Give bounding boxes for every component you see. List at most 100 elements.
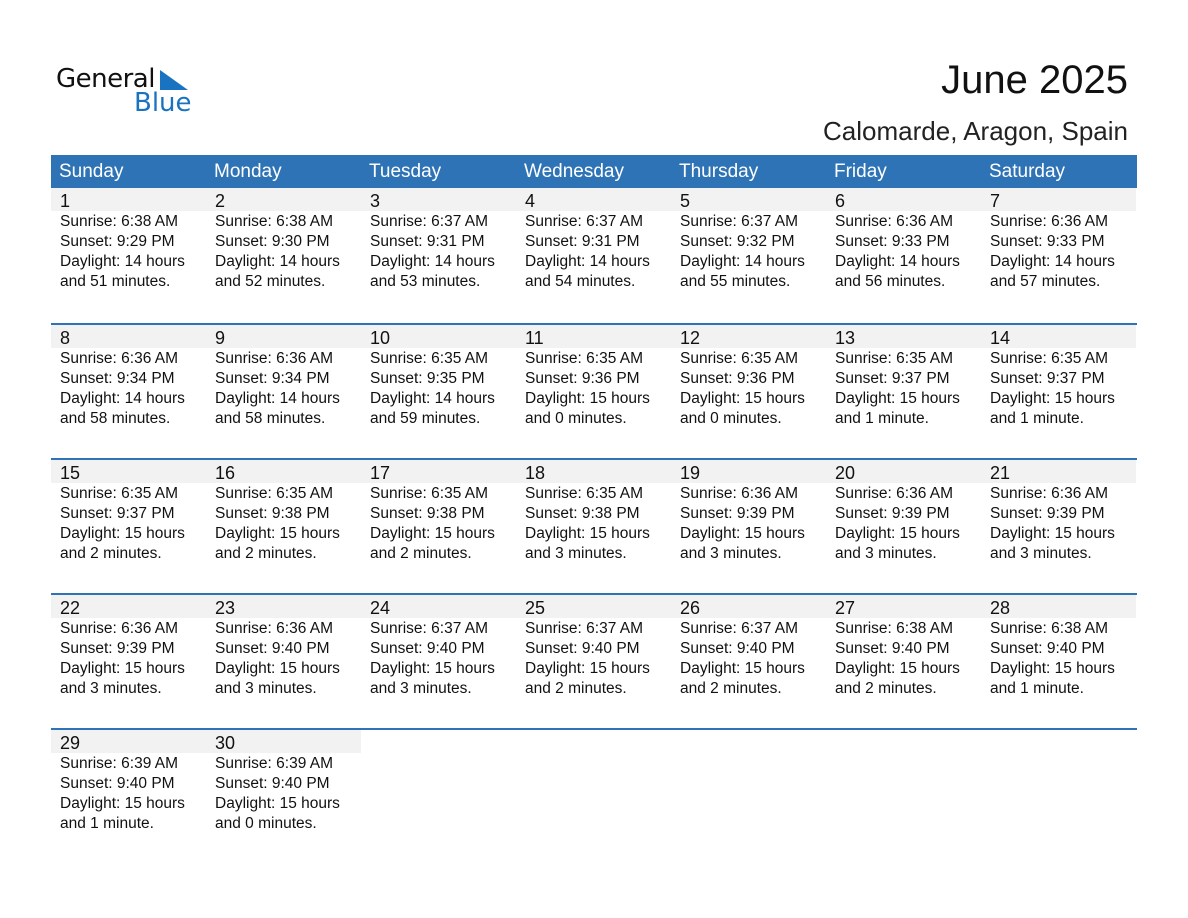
day-cell: 12 Sunrise: 6:35 AM Sunset: 9:36 PM Dayligh… [671, 325, 826, 458]
sunset-text: Sunset: 9:30 PM [215, 233, 330, 250]
minutes-text: and 2 minutes. [215, 545, 317, 562]
day-cell: 18 Sunrise: 6:35 AM Sunset: 9:38 PM Dayligh… [516, 460, 671, 593]
minutes-text: and 0 minutes. [525, 410, 627, 427]
minutes-text: and 2 minutes. [60, 545, 162, 562]
daylight-text: Daylight: 15 hours [680, 660, 805, 677]
sunrise-text: Sunrise: 6:36 AM [215, 620, 334, 637]
day-details: Sunrise: 6:38 AM Sunset: 9:30 PM Daylight:… [206, 211, 361, 292]
daylight-text: Daylight: 15 hours [525, 660, 650, 677]
weekday-monday: Monday [214, 161, 282, 182]
day-details: Sunrise: 6:37 AM Sunset: 9:32 PM Daylight:… [671, 211, 826, 292]
day-cell: 23 Sunrise: 6:36 AM Sunset: 9:40 PM Dayligh… [206, 595, 361, 728]
minutes-text: and 1 minute. [835, 410, 929, 427]
weekday-saturday: Saturday [989, 161, 1066, 182]
day-cell: 24 Sunrise: 6:37 AM Sunset: 9:40 PM Dayligh… [361, 595, 516, 728]
minutes-text: and 1 minute. [990, 410, 1084, 427]
day-number: 12 [671, 325, 826, 348]
day-details: Sunrise: 6:38 AM Sunset: 9:40 PM Daylight:… [826, 618, 981, 699]
day-number: 5 [671, 188, 826, 211]
daylight-text: Daylight: 14 hours [835, 253, 960, 270]
day-number: 29 [51, 730, 206, 753]
minutes-text: and 3 minutes. [60, 680, 162, 697]
daylight-text: Daylight: 15 hours [835, 390, 960, 407]
sunrise-text: Sunrise: 6:36 AM [215, 350, 334, 367]
sunrise-text: Sunrise: 6:37 AM [525, 620, 644, 637]
sunrise-text: Sunrise: 6:35 AM [60, 485, 179, 502]
empty-day-cell [516, 730, 671, 863]
daylight-text: Daylight: 15 hours [60, 660, 185, 677]
day-details: Sunrise: 6:36 AM Sunset: 9:40 PM Daylight:… [206, 618, 361, 699]
day-number: 13 [826, 325, 981, 348]
day-number: 22 [51, 595, 206, 618]
day-number: 2 [206, 188, 361, 211]
daylight-text: Daylight: 15 hours [60, 795, 185, 812]
day-cell: 7 Sunrise: 6:36 AM Sunset: 9:33 PM Daylight… [981, 188, 1136, 323]
sunset-text: Sunset: 9:37 PM [835, 370, 950, 387]
minutes-text: and 3 minutes. [990, 545, 1092, 562]
minutes-text: and 3 minutes. [525, 545, 627, 562]
sunrise-text: Sunrise: 6:35 AM [835, 350, 954, 367]
day-number: 14 [981, 325, 1136, 348]
sunset-text: Sunset: 9:39 PM [835, 505, 950, 522]
logo-word-blue: Blue [134, 88, 192, 118]
day-cell: 5 Sunrise: 6:37 AM Sunset: 9:32 PM Daylight… [671, 188, 826, 323]
sunrise-text: Sunrise: 6:36 AM [990, 213, 1109, 230]
day-cell: 1 Sunrise: 6:38 AM Sunset: 9:29 PM Daylight… [51, 188, 206, 323]
daylight-text: Daylight: 15 hours [990, 390, 1115, 407]
sunrise-text: Sunrise: 6:37 AM [525, 213, 644, 230]
minutes-text: and 52 minutes. [215, 273, 326, 290]
day-cell: 11 Sunrise: 6:35 AM Sunset: 9:36 PM Dayligh… [516, 325, 671, 458]
minutes-text: and 0 minutes. [680, 410, 782, 427]
day-cell: 4 Sunrise: 6:37 AM Sunset: 9:31 PM Daylight… [516, 188, 671, 323]
daylight-text: Daylight: 15 hours [215, 525, 340, 542]
day-details: Sunrise: 6:39 AM Sunset: 9:40 PM Daylight:… [206, 753, 361, 834]
daylight-text: Daylight: 15 hours [370, 525, 495, 542]
sunset-text: Sunset: 9:32 PM [680, 233, 795, 250]
daylight-text: Daylight: 14 hours [990, 253, 1115, 270]
daylight-text: Daylight: 14 hours [680, 253, 805, 270]
daylight-text: Daylight: 15 hours [835, 660, 960, 677]
sunset-text: Sunset: 9:31 PM [370, 233, 485, 250]
daylight-text: Daylight: 15 hours [525, 390, 650, 407]
empty-day-cell [671, 730, 826, 863]
day-cell: 9 Sunrise: 6:36 AM Sunset: 9:34 PM Daylight… [206, 325, 361, 458]
sunrise-text: Sunrise: 6:38 AM [990, 620, 1109, 637]
sunset-text: Sunset: 9:40 PM [525, 640, 640, 657]
logo-triangle-icon [160, 70, 188, 90]
day-cell: 2 Sunrise: 6:38 AM Sunset: 9:30 PM Daylight… [206, 188, 361, 323]
day-number: 26 [671, 595, 826, 618]
sunset-text: Sunset: 9:38 PM [370, 505, 485, 522]
day-number: 17 [361, 460, 516, 483]
sunset-text: Sunset: 9:40 PM [680, 640, 795, 657]
minutes-text: and 1 minute. [990, 680, 1084, 697]
daylight-text: Daylight: 14 hours [215, 390, 340, 407]
sunrise-text: Sunrise: 6:37 AM [370, 620, 489, 637]
minutes-text: and 2 minutes. [370, 545, 472, 562]
day-details: Sunrise: 6:38 AM Sunset: 9:29 PM Daylight:… [51, 211, 206, 292]
sunrise-text: Sunrise: 6:35 AM [680, 350, 799, 367]
weekday-wednesday: Wednesday [524, 161, 624, 182]
sunrise-text: Sunrise: 6:36 AM [60, 620, 179, 637]
day-details: Sunrise: 6:36 AM Sunset: 9:34 PM Daylight:… [206, 348, 361, 429]
day-cell: 30 Sunrise: 6:39 AM Sunset: 9:40 PM Dayligh… [206, 730, 361, 863]
daylight-text: Daylight: 15 hours [215, 660, 340, 677]
minutes-text: and 54 minutes. [525, 273, 636, 290]
day-details: Sunrise: 6:35 AM Sunset: 9:36 PM Daylight:… [671, 348, 826, 429]
minutes-text: and 2 minutes. [835, 680, 937, 697]
minutes-text: and 2 minutes. [525, 680, 627, 697]
minutes-text: and 51 minutes. [60, 273, 171, 290]
empty-day-cell [981, 730, 1136, 863]
minutes-text: and 55 minutes. [680, 273, 791, 290]
day-cell: 6 Sunrise: 6:36 AM Sunset: 9:33 PM Daylight… [826, 188, 981, 323]
day-number: 19 [671, 460, 826, 483]
page-title: June 2025 [941, 58, 1128, 102]
sunset-text: Sunset: 9:29 PM [60, 233, 175, 250]
sunrise-text: Sunrise: 6:36 AM [835, 485, 954, 502]
daylight-text: Daylight: 15 hours [835, 525, 960, 542]
weekday-header: Sunday Monday Tuesday Wednesday Thursday Frid… [51, 155, 1137, 188]
empty-day-cell [826, 730, 981, 863]
minutes-text: and 1 minute. [60, 815, 154, 832]
day-details: Sunrise: 6:35 AM Sunset: 9:37 PM Daylight:… [51, 483, 206, 564]
day-cell: 21 Sunrise: 6:36 AM Sunset: 9:39 PM Dayligh… [981, 460, 1136, 593]
sunset-text: Sunset: 9:40 PM [60, 775, 175, 792]
